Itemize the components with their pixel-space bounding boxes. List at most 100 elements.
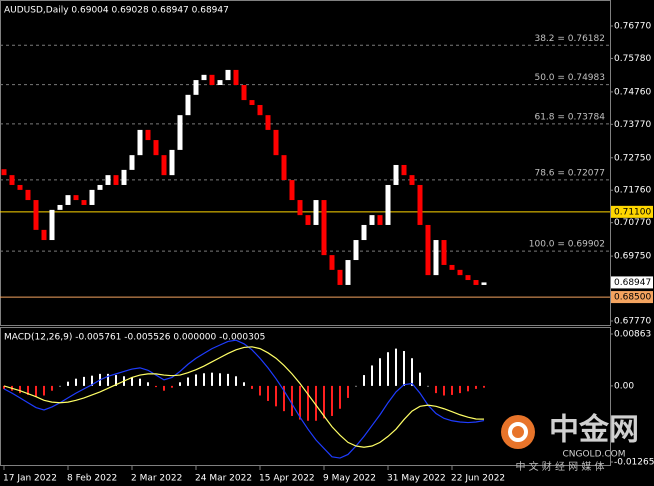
last-price-label: 0.68947 [614, 278, 651, 288]
level-label-box [611, 291, 653, 304]
candle-body [97, 184, 103, 190]
candle-body [465, 275, 471, 281]
candle-body [81, 200, 87, 205]
candle-body [257, 104, 263, 116]
candle-body [281, 155, 287, 181]
candle-body [17, 184, 23, 190]
level-label-box [611, 205, 653, 218]
candle-body [129, 155, 135, 170]
y-tick-label: 0.76770 [614, 22, 651, 32]
chart-title: AUDUSD,Daily 0.69004 0.69028 0.68947 0.6… [4, 6, 229, 16]
candle-body [161, 155, 167, 176]
candle-body [57, 204, 63, 210]
candle-body [433, 240, 439, 276]
candle-body [185, 94, 191, 116]
candle-body [137, 129, 143, 156]
candle-body [297, 200, 303, 216]
candle-body [169, 149, 175, 176]
macd-line [3, 346, 485, 448]
price-panel-frame [0, 0, 611, 326]
logo-icon-ring [508, 422, 528, 442]
watermark-site: CNGOLD.COM [562, 450, 625, 460]
watermark-logo: 中金网 [549, 413, 639, 448]
candle-body [329, 255, 335, 270]
candle-body [345, 260, 351, 285]
candle-body [409, 175, 415, 185]
macd-y-tick-label: 0.00863 [614, 330, 651, 340]
x-tick-label: 22 Jun 2022 [451, 474, 505, 484]
y-tick-label: 0.70770 [614, 218, 651, 228]
y-tick-label: 0.73770 [614, 120, 651, 130]
y-tick-label: 0.75780 [614, 54, 651, 64]
y-tick-label: 0.74760 [614, 87, 651, 97]
candle-body [457, 269, 463, 276]
x-tick-label: 24 Mar 2022 [195, 474, 252, 484]
y-tick-label: 0.72750 [614, 153, 651, 163]
macd-y-tick-label: -0.012657 [614, 458, 654, 468]
candle-body [481, 282, 487, 285]
fib-label: 78.6 = 0.72077 [534, 168, 605, 178]
candle-body [385, 184, 391, 225]
x-tick-label: 17 Jan 2022 [3, 474, 57, 484]
candle-body [65, 195, 71, 205]
candle-body [177, 115, 183, 150]
x-tick-label: 9 May 2022 [323, 474, 376, 484]
fib-label: 50.0 = 0.74983 [534, 73, 605, 83]
candle-body [265, 115, 271, 130]
candle-body [273, 129, 279, 156]
candle-body [209, 74, 215, 85]
candle-body [425, 224, 431, 276]
x-tick-label: 31 May 2022 [387, 474, 446, 484]
x-tick-label: 2 Mar 2022 [131, 474, 182, 484]
candle-body [377, 215, 383, 225]
candle-body [201, 74, 207, 81]
last-price-box [611, 276, 653, 289]
candle-body [9, 175, 15, 185]
candle-body [25, 189, 31, 201]
candle-body [305, 215, 311, 225]
fib-label: 100.0 = 0.69902 [529, 240, 605, 250]
candle-body [241, 85, 247, 101]
candle-body [113, 175, 119, 185]
candle-body [361, 224, 367, 241]
macd-panel-frame [0, 327, 611, 466]
candle-body [353, 240, 359, 261]
candle-body [289, 180, 295, 201]
candle-body [449, 264, 455, 270]
candle-body [217, 80, 223, 85]
candle-body [1, 169, 7, 176]
candle-body [369, 215, 375, 225]
candle-body [153, 140, 159, 156]
candle-body [193, 80, 199, 95]
logo-icon [501, 415, 535, 449]
candle-body [89, 189, 95, 205]
candle-body [225, 69, 231, 81]
candle-body [249, 100, 255, 105]
y-tick-label: 0.67770 [614, 317, 651, 327]
candle-body [105, 175, 111, 185]
candle-body [233, 69, 239, 85]
fib-label: 61.8 = 0.73784 [534, 112, 605, 122]
candle-body [337, 269, 343, 285]
candle-body [121, 169, 127, 185]
candle-body [401, 164, 407, 176]
macd-line [3, 339, 485, 459]
candle-body [473, 280, 479, 285]
macd-title: MACD(12,26,9) -0.005761 -0.005526 0.0000… [4, 333, 265, 343]
x-tick-label: 15 Apr 2022 [259, 474, 315, 484]
candle-body [393, 164, 399, 185]
y-tick-label: 0.69750 [614, 252, 651, 262]
candle-body [321, 200, 327, 256]
watermark-tagline: 中 文 财 经 网 媒 体 [515, 460, 604, 473]
candle-body [441, 240, 447, 265]
candle-body [73, 195, 79, 201]
candle-body [33, 200, 39, 230]
candle-body [417, 184, 423, 225]
candle-body [49, 209, 55, 241]
level-label: 0.71100 [614, 207, 651, 217]
y-tick-label: 0.71760 [614, 186, 651, 196]
macd-y-tick-label: 0.00 [614, 381, 634, 391]
candle-body [313, 200, 319, 225]
x-tick-label: 8 Feb 2022 [67, 474, 117, 484]
